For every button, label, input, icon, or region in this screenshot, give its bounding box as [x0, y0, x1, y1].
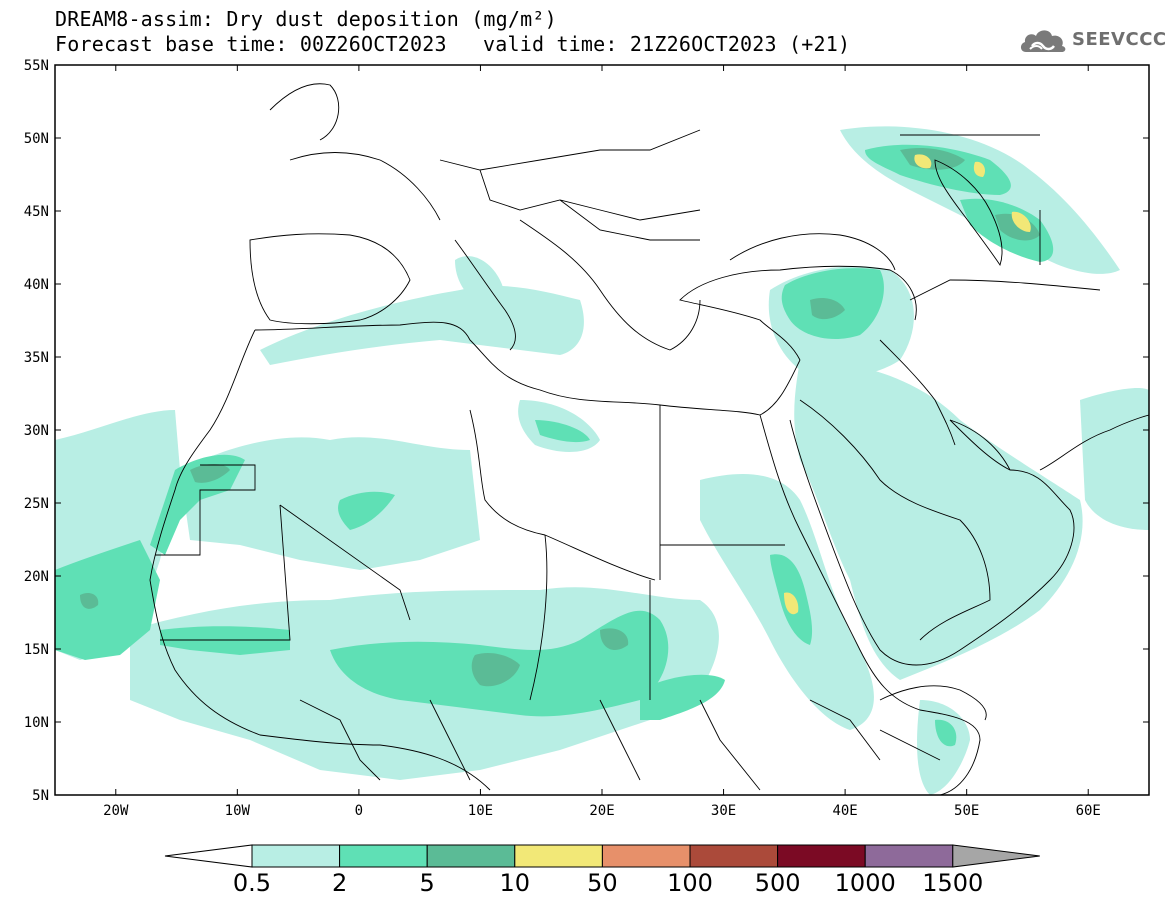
colorbar-label: 50 — [587, 869, 618, 897]
lat-tick-label: 45N — [24, 204, 49, 220]
border-ethiopia-somalia — [879, 685, 987, 761]
colorbar-swatch — [339, 844, 428, 868]
lon-tick-label: 20W — [103, 803, 129, 819]
colorbar-label: 5 — [420, 869, 435, 897]
lon-tick-label: 20E — [589, 803, 614, 819]
border-egypt — [659, 405, 785, 580]
lat-tick-label: 10N — [24, 715, 49, 731]
colorbar-swatch — [689, 844, 779, 868]
lat-tick-label: 55N — [24, 58, 49, 74]
yellow-field-caspian-1 — [914, 154, 932, 169]
yellow-field-caspian-2 — [973, 161, 986, 177]
light-field-mediterranean — [260, 285, 584, 365]
dark-field-sudan — [600, 628, 629, 650]
colorbar-label: 1000 — [835, 869, 896, 897]
colorbar-swatch — [251, 844, 341, 868]
colorbar-under-arrow — [164, 844, 253, 868]
lat-tick-label: 35N — [24, 350, 49, 366]
cloud-icon — [1020, 30, 1066, 52]
coast-italy — [454, 239, 516, 351]
lon-tick-label: 30E — [711, 803, 736, 819]
colorbar-label: 500 — [755, 869, 801, 897]
mid-field-atlantic — [55, 540, 160, 660]
dark-field-atlantic — [80, 593, 99, 609]
colorbar-label: 100 — [667, 869, 713, 897]
lat-tick-label: 20N — [24, 569, 49, 585]
light-field-gulf — [1080, 388, 1149, 530]
border-europe — [439, 129, 701, 241]
light-field-horn — [917, 700, 970, 795]
dark-field-caspian — [900, 148, 965, 170]
border-mauritania — [155, 464, 256, 556]
dark-field-caspian-east — [995, 213, 1040, 241]
border-algeria-libya — [469, 409, 656, 581]
coast-west-africa — [149, 329, 491, 791]
mid-field-sudan — [640, 674, 725, 720]
yellow-field-caspian-3 — [1011, 211, 1031, 232]
coast-balkans-greece — [519, 219, 701, 351]
border-saudi — [799, 399, 991, 641]
lat-tick-label: 50N — [24, 131, 49, 147]
mid-field-libya — [535, 420, 590, 443]
light-field-italy — [455, 256, 504, 307]
border-mali — [160, 504, 411, 641]
mid-field-chad — [338, 491, 395, 530]
longitude-axis: 20W 10W 0 10E 20E 30E 40E 50E 60E — [103, 65, 1101, 819]
dust-deposition-fields — [55, 126, 1149, 795]
forecast-base-time: Forecast base time: 00Z26OCT2023 — [55, 32, 447, 56]
lon-tick-label: 10W — [225, 803, 251, 819]
colorbar-label: 10 — [500, 869, 531, 897]
colorbar-swatch — [864, 844, 954, 868]
lon-tick-label: 60E — [1076, 803, 1101, 819]
coast-iberia — [249, 233, 411, 325]
lon-tick-label: 0 — [355, 803, 363, 819]
coast-north-africa — [254, 321, 801, 416]
coast-arabia — [789, 419, 1075, 666]
coast-gulf — [949, 414, 1149, 471]
coast-france-uk — [269, 83, 441, 221]
colorbar-label: 0.5 — [233, 869, 271, 897]
seevccc-logo: SEEVCCC — [1018, 24, 1165, 58]
dark-field-mauritania — [190, 464, 230, 483]
lat-tick-label: 40N — [24, 277, 49, 293]
map-title: DREAM8-assim: Dry dust deposition (mg/m²… — [55, 7, 557, 31]
coast-black-sea — [729, 233, 896, 271]
colorbar-swatch — [426, 844, 516, 868]
lon-tick-label: 40E — [832, 803, 857, 819]
border-sudan-chad — [529, 534, 651, 701]
coastlines-borders — [149, 83, 1149, 795]
colorbar-over-arrow — [952, 844, 1040, 868]
lat-tick-label: 5N — [32, 788, 49, 804]
valid-time: valid time: 21Z26OCT2023 (+21) — [483, 32, 851, 56]
mid-field-mauritania — [150, 454, 245, 555]
light-field-arabia — [794, 360, 1083, 680]
colorbar-swatch — [514, 844, 603, 868]
mid-field-caspian-north — [865, 144, 1011, 195]
border-eastern — [900, 134, 1101, 301]
latitude-axis: 5N 10N 15N 20N 25N 30N 35N 40N 45N 50N 55N — [24, 58, 1149, 804]
lat-tick-label: 30N — [24, 423, 49, 439]
lon-tick-label: 10E — [468, 803, 493, 819]
coast-levant-turkey — [679, 265, 917, 361]
border-iraq-iran — [879, 339, 956, 446]
dark-field-niger — [471, 653, 520, 687]
coast-caspian — [934, 159, 1003, 267]
colorbar: 0.5 2 5 10 50 100 500 1000 1500 — [164, 844, 1040, 897]
colorbar-swatch — [601, 844, 691, 868]
lon-tick-label: 50E — [954, 803, 979, 819]
lat-tick-label: 25N — [24, 496, 49, 512]
colorbar-label: 1500 — [922, 869, 983, 897]
mid-field-sahel-west — [160, 626, 290, 655]
lat-tick-label: 15N — [24, 642, 49, 658]
colorbar-label: 2 — [332, 869, 347, 897]
logo-text: SEEVCCC — [1072, 29, 1165, 50]
border-central-africa — [299, 699, 881, 791]
mid-field-horn — [935, 719, 957, 747]
colorbar-swatch — [777, 844, 866, 868]
coast-red-sea-west — [759, 414, 981, 795]
dark-field-turkey — [810, 298, 845, 320]
yellow-field-red-sea — [784, 592, 799, 615]
